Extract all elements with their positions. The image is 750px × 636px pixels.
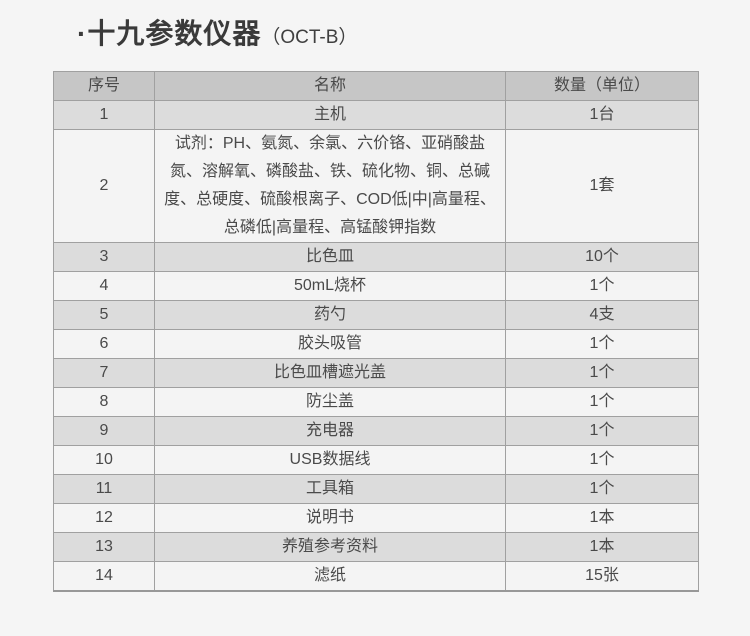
col-header-name: 名称	[154, 71, 506, 101]
cell-no: 14	[53, 561, 155, 592]
cell-qty: 1个	[505, 271, 699, 301]
cell-qty: 1个	[505, 416, 699, 446]
cell-no: 5	[53, 300, 155, 330]
col-header-qty: 数量（单位）	[505, 71, 699, 101]
cell-name: 主机	[154, 100, 506, 130]
cell-no: 13	[53, 532, 155, 562]
cell-name: 防尘盖	[154, 387, 506, 417]
page-title: ·十九参数仪器（OCT-B）	[77, 12, 357, 52]
table-row: 5 药勺 4支	[53, 300, 699, 330]
title-bullet: ·	[77, 18, 88, 49]
table-row: 1 主机 1台	[53, 100, 699, 130]
cell-no: 2	[53, 129, 155, 243]
cell-qty: 1个	[505, 358, 699, 388]
table-row: 6 胶头吸管 1个	[53, 329, 699, 359]
cell-qty: 1本	[505, 503, 699, 533]
cell-qty: 1台	[505, 100, 699, 130]
cell-no: 1	[53, 100, 155, 130]
cell-name: 药勺	[154, 300, 506, 330]
cell-qty: 4支	[505, 300, 699, 330]
cell-qty: 1本	[505, 532, 699, 562]
table-row: 2 试剂：PH、氨氮、余氯、六价铬、亚硝酸盐氮、溶解氧、磷酸盐、铁、硫化物、铜、…	[53, 129, 699, 243]
col-header-no: 序号	[53, 71, 155, 101]
cell-name: 工具箱	[154, 474, 506, 504]
cell-qty: 1个	[505, 387, 699, 417]
cell-name: 养殖参考资料	[154, 532, 506, 562]
table-row: 14 滤纸 15张	[53, 561, 699, 592]
title-suffix: （OCT-B）	[261, 27, 358, 48]
cell-name: 50mL烧杯	[154, 271, 506, 301]
cell-qty: 1套	[505, 129, 699, 243]
table-row: 13 养殖参考资料 1本	[53, 532, 699, 562]
cell-no: 7	[53, 358, 155, 388]
cell-name: 胶头吸管	[154, 329, 506, 359]
table-header-row: 序号 名称 数量（单位）	[53, 71, 699, 101]
cell-name: USB数据线	[154, 445, 506, 475]
table-row: 7 比色皿槽遮光盖 1个	[53, 358, 699, 388]
table-row: 8 防尘盖 1个	[53, 387, 699, 417]
cell-qty: 1个	[505, 474, 699, 504]
cell-no: 11	[53, 474, 155, 504]
cell-qty: 15张	[505, 561, 699, 592]
cell-no: 12	[53, 503, 155, 533]
table-row: 12 说明书 1本	[53, 503, 699, 533]
spec-table: 序号 名称 数量（单位） 1 主机 1台 2 试剂：PH、氨氮、余氯、六价铬、亚…	[53, 71, 699, 592]
cell-name: 充电器	[154, 416, 506, 446]
table-row: 9 充电器 1个	[53, 416, 699, 446]
cell-no: 4	[53, 271, 155, 301]
cell-no: 9	[53, 416, 155, 446]
table-row: 3 比色皿 10个	[53, 242, 699, 272]
cell-no: 10	[53, 445, 155, 475]
cell-name: 滤纸	[154, 561, 506, 592]
title-text: 十九参数仪器	[87, 18, 262, 49]
cell-no: 6	[53, 329, 155, 359]
cell-name: 比色皿	[154, 242, 506, 272]
cell-name: 试剂：PH、氨氮、余氯、六价铬、亚硝酸盐氮、溶解氧、磷酸盐、铁、硫化物、铜、总碱…	[154, 129, 506, 243]
cell-name: 说明书	[154, 503, 506, 533]
cell-no: 3	[53, 242, 155, 272]
cell-qty: 1个	[505, 445, 699, 475]
table-row: 10 USB数据线 1个	[53, 445, 699, 475]
cell-no: 8	[53, 387, 155, 417]
cell-qty: 1个	[505, 329, 699, 359]
table-row: 4 50mL烧杯 1个	[53, 271, 699, 301]
cell-name: 比色皿槽遮光盖	[154, 358, 506, 388]
table-row: 11 工具箱 1个	[53, 474, 699, 504]
cell-qty: 10个	[505, 242, 699, 272]
